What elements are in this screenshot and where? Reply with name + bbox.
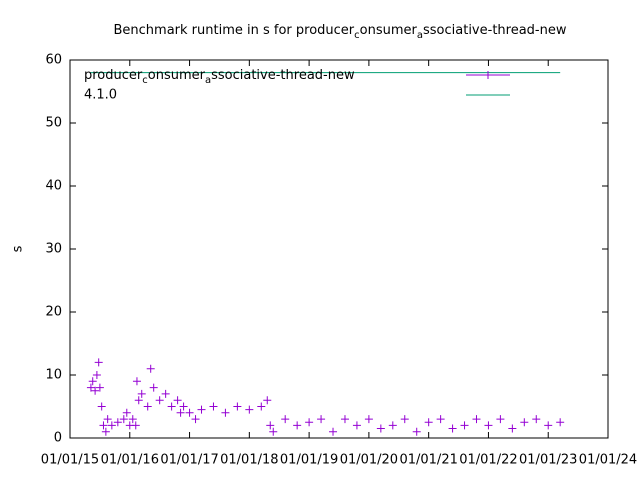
data-point [185, 408, 194, 417]
data-point [122, 408, 131, 417]
y-tick-label: 50 [45, 116, 62, 131]
x-tick-label: 01/01/23 [519, 453, 577, 468]
data-point [352, 421, 361, 430]
data-point [197, 405, 206, 414]
data-point [436, 415, 445, 424]
data-point [88, 377, 97, 386]
legend-label: producerconsumerassociative-thread-new [84, 68, 355, 87]
data-point [95, 383, 104, 392]
data-point [257, 402, 266, 411]
data-point [269, 427, 278, 436]
data-point [263, 396, 272, 405]
data-point [281, 415, 290, 424]
data-point [544, 421, 553, 430]
data-point [179, 402, 188, 411]
data-point [448, 424, 457, 433]
data-point [532, 415, 541, 424]
data-point [364, 415, 373, 424]
subscript-text: c [142, 75, 148, 86]
data-point [161, 389, 170, 398]
data-point [101, 427, 110, 436]
x-tick-label: 01/01/20 [340, 453, 398, 468]
data-point [86, 383, 95, 392]
x-tick-label: 01/01/21 [399, 453, 457, 468]
data-point [496, 415, 505, 424]
data-point [340, 415, 349, 424]
data-point [146, 364, 155, 373]
data-point [137, 389, 146, 398]
data-point [305, 418, 314, 427]
data-point [460, 421, 469, 430]
y-tick-label: 20 [45, 305, 62, 320]
subscript-text: a [417, 30, 423, 41]
x-tick-label: 01/01/17 [160, 453, 218, 468]
data-point [317, 415, 326, 424]
plot-frame [69, 59, 609, 439]
x-tick-label: 01/01/15 [41, 453, 99, 468]
x-tick-label: 01/01/24 [579, 453, 637, 468]
data-point [99, 421, 108, 430]
data-point [388, 421, 397, 430]
x-tick-label: 01/01/19 [280, 453, 338, 468]
y-tick-label: 40 [45, 179, 62, 194]
data-point [143, 402, 152, 411]
legend-marker [484, 71, 492, 79]
text-part: ssociative-thread-new [211, 68, 355, 83]
data-point [176, 408, 185, 417]
data-point [173, 396, 182, 405]
subscript-text: a [205, 75, 211, 86]
data-point [376, 424, 385, 433]
y-axis-label: s [11, 245, 26, 252]
y-tick-label: 10 [45, 368, 62, 383]
legend-label: 4.1.0 [84, 88, 117, 103]
data-point [97, 402, 106, 411]
data-point [132, 377, 141, 386]
y-tick-label: 60 [45, 53, 62, 68]
x-tick-label: 01/01/22 [459, 453, 517, 468]
data-point [92, 371, 101, 379]
data-point [149, 383, 158, 392]
data-point [167, 402, 176, 411]
data-point [119, 415, 128, 424]
data-point [293, 421, 302, 430]
data-point [424, 418, 433, 427]
data-point [245, 405, 254, 414]
y-tick-label: 0 [54, 431, 62, 446]
data-point [266, 421, 275, 430]
chart-title: Benchmark runtime in s for producerconsu… [113, 23, 566, 42]
data-point [520, 418, 529, 427]
data-point [556, 418, 565, 427]
data-point [209, 402, 218, 411]
data-point [508, 424, 517, 433]
data-point [113, 418, 122, 427]
text-part: ssociative-thread-new [423, 23, 567, 38]
data-point [94, 358, 103, 367]
data-point [233, 402, 242, 411]
text-part: producer [84, 68, 143, 83]
data-point [131, 421, 140, 430]
text-part: onsumer [360, 23, 418, 38]
data-point [128, 415, 137, 424]
data-point [484, 421, 493, 430]
text-part: Benchmark runtime in s for producer [113, 23, 354, 38]
x-tick-label: 01/01/18 [220, 453, 278, 468]
data-point [400, 415, 409, 424]
data-point [329, 427, 338, 436]
data-point [103, 415, 112, 424]
data-point [221, 408, 230, 417]
x-tick-label: 01/01/16 [101, 453, 159, 468]
y-tick-label: 30 [45, 242, 62, 257]
data-point [412, 427, 421, 436]
subscript-text: c [354, 30, 360, 41]
data-point [155, 396, 164, 405]
data-point [472, 415, 481, 424]
text-part: onsumer [148, 68, 206, 83]
data-point [107, 421, 116, 430]
data-point [91, 386, 100, 395]
data-point [191, 415, 200, 424]
data-point [134, 396, 143, 405]
